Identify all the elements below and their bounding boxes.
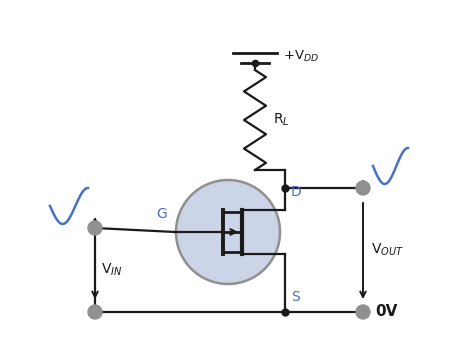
Text: D: D [291, 185, 302, 199]
Text: 0V: 0V [375, 305, 397, 320]
Text: R$_L$: R$_L$ [273, 112, 290, 128]
Text: G: G [156, 207, 167, 221]
Text: V$_{OUT}$: V$_{OUT}$ [371, 242, 404, 258]
Circle shape [88, 221, 102, 235]
Circle shape [88, 305, 102, 319]
Text: +V$_{DD}$: +V$_{DD}$ [283, 48, 319, 64]
Circle shape [356, 305, 370, 319]
Text: V$_{IN}$: V$_{IN}$ [101, 262, 122, 278]
Text: S: S [291, 290, 300, 304]
Circle shape [356, 181, 370, 195]
Circle shape [176, 180, 280, 284]
